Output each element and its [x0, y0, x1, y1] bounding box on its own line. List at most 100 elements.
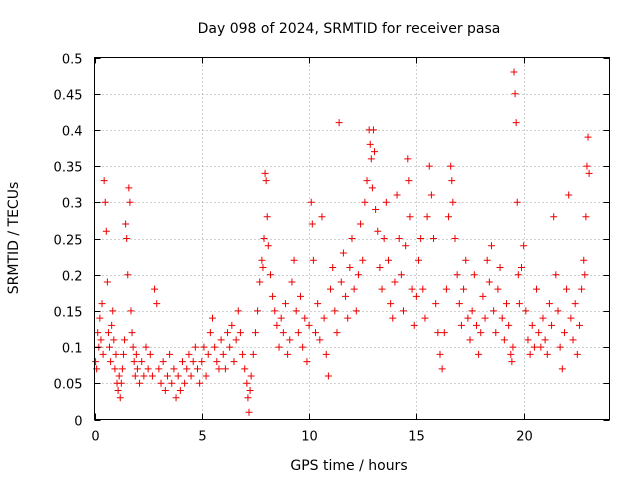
data-point-marker [344, 314, 352, 322]
data-point-marker [275, 343, 283, 351]
data-point-marker [419, 285, 427, 293]
data-point-marker [505, 321, 513, 329]
data-point-marker [496, 263, 504, 271]
data-point-marker [498, 314, 506, 322]
data-point-marker [581, 271, 589, 279]
data-point-marker [206, 329, 214, 337]
data-point-marker [368, 184, 376, 192]
data-point-marker [346, 263, 354, 271]
data-point-marker [515, 300, 523, 308]
data-point-marker [213, 358, 221, 366]
data-point-marker [372, 206, 380, 214]
data-point-marker [108, 321, 116, 329]
data-point-marker [256, 278, 264, 286]
data-point-marker [415, 256, 423, 264]
data-point-marker [417, 235, 425, 242]
data-point-marker [548, 321, 556, 329]
data-point-marker [308, 220, 316, 228]
data-point-marker [107, 358, 115, 366]
data-point-marker [457, 321, 465, 329]
data-point-marker [464, 314, 472, 322]
data-point-marker [92, 358, 100, 366]
data-point-marker [397, 271, 405, 279]
data-point-marker [357, 220, 365, 228]
data-point-marker [327, 285, 335, 293]
data-point-marker [382, 198, 390, 206]
y-tick-label: 0.4 [62, 125, 83, 140]
data-point-marker [552, 271, 560, 279]
y-tick-label: 0.05 [54, 378, 83, 393]
data-point-marker [266, 271, 274, 279]
data-point-marker [161, 387, 169, 395]
data-point-marker [376, 263, 384, 271]
data-point-marker [442, 285, 450, 293]
data-point-marker [219, 350, 227, 358]
data-point-marker [138, 358, 146, 366]
data-point-marker [324, 372, 332, 380]
data-point-marker [331, 307, 339, 315]
data-point-marker [447, 162, 455, 170]
axis-ticks [94, 57, 610, 421]
data-point-marker [106, 343, 114, 351]
data-point-marker [558, 365, 566, 373]
data-point-marker [99, 350, 107, 358]
data-point-marker [550, 213, 558, 221]
data-point-marker [449, 198, 457, 206]
data-point-marker [115, 372, 123, 380]
data-point-marker [189, 358, 197, 366]
data-point-marker [575, 321, 583, 329]
data-point-marker [485, 278, 493, 286]
data-point-marker [247, 372, 255, 380]
data-point-marker [123, 235, 131, 242]
data-point-marker [371, 148, 379, 156]
x-tick-label: 20 [516, 430, 533, 445]
data-point-marker [279, 329, 287, 337]
data-point-marker [363, 177, 371, 185]
y-tick-label: 0.45 [54, 89, 83, 104]
data-point-marker [96, 314, 104, 322]
data-point-marker [318, 213, 326, 221]
x-tick-label: 10 [301, 430, 318, 445]
data-point-marker [263, 213, 271, 221]
data-point-marker [440, 329, 448, 337]
data-point-marker [369, 126, 377, 134]
data-point-marker [554, 307, 562, 315]
data-point-marker [116, 394, 124, 402]
x-tick-label: 15 [408, 430, 425, 445]
data-point-marker [348, 235, 356, 242]
data-point-marker [187, 372, 195, 380]
data-point-marker [350, 285, 358, 293]
data-point-marker [354, 271, 362, 279]
data-point-marker [438, 365, 446, 373]
data-point-marker [121, 336, 129, 344]
data-point-marker [543, 350, 551, 358]
data-point-marker [101, 198, 109, 206]
data-point-marker [230, 358, 238, 366]
data-point-marker [425, 162, 433, 170]
data-point-marker [104, 329, 112, 337]
data-point-marker [196, 379, 204, 387]
y-tick-label: 0 [74, 415, 82, 430]
data-point-marker [246, 387, 254, 395]
data-point-marker [563, 285, 571, 293]
data-point-marker [102, 227, 110, 235]
data-point-marker [194, 365, 201, 373]
data-point-marker [98, 300, 106, 308]
data-point-marker [234, 307, 242, 315]
data-point-marker [307, 198, 315, 206]
data-point-marker [155, 365, 163, 373]
y-tick-label: 0.25 [54, 234, 83, 249]
data-points [92, 68, 593, 416]
data-point-marker [130, 358, 138, 366]
data-point-marker [281, 300, 289, 308]
data-point-marker [528, 321, 536, 329]
data-point-marker [423, 213, 431, 221]
data-point-marker [470, 271, 478, 279]
data-point-marker [204, 350, 212, 358]
data-point-marker [421, 314, 429, 322]
data-point-marker [530, 343, 538, 351]
grid-lines [94, 57, 610, 420]
data-point-marker [539, 314, 547, 322]
data-point-marker [339, 249, 347, 257]
data-point-marker [202, 372, 210, 380]
